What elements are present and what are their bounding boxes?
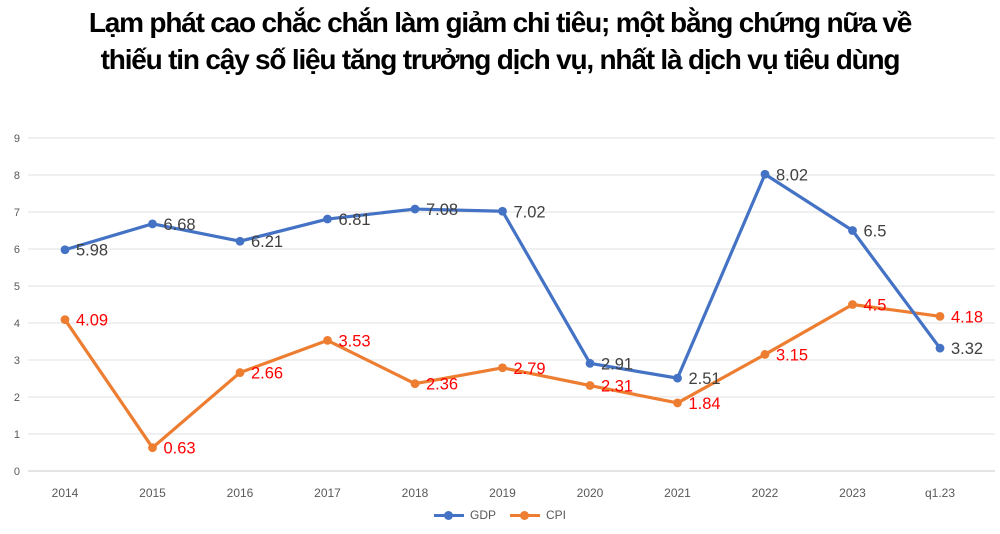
gdp-data-label-2014: 5.98 <box>76 242 108 260</box>
cpi-line <box>63 302 942 450</box>
gdp-data-label-2016: 6.21 <box>251 233 283 251</box>
cpi-marker-2014 <box>60 315 70 325</box>
gdp-data-label-2021: 2.51 <box>689 370 721 388</box>
y-tick-label: 6 <box>14 244 20 256</box>
chart-legend: GDP CPI <box>0 508 1000 522</box>
cpi-marker-2023 <box>848 300 857 309</box>
gdp-data-label-2023: 6.5 <box>864 223 887 241</box>
x-tick-label: 2014 <box>52 486 79 500</box>
cpi-marker-2022 <box>760 350 770 359</box>
cpi-marker-q1.23 <box>935 311 945 321</box>
x-tick-label: 2016 <box>227 486 254 500</box>
cpi-data-label-2015: 0.63 <box>164 440 196 458</box>
gdp-data-label-2019: 7.02 <box>514 203 546 221</box>
x-tick-label: 2019 <box>489 486 516 500</box>
cpi-data-label-2020: 2.31 <box>601 378 633 396</box>
x-tick-label: 2022 <box>752 486 779 500</box>
gdp-marker-2016 <box>235 236 245 246</box>
legend-item-cpi: CPI <box>510 508 566 522</box>
cpi-marker-2021 <box>673 398 682 408</box>
cpi-data-label-2019: 2.79 <box>514 360 546 378</box>
y-tick-label: 4 <box>14 318 20 330</box>
gdp-marker-2023 <box>848 226 857 235</box>
y-tick-label: 0 <box>14 466 20 478</box>
cpi-marker-2015 <box>148 443 157 453</box>
gdp-data-label-2015: 6.68 <box>164 216 196 234</box>
gdp-marker-2019 <box>498 206 507 216</box>
y-tick-label: 5 <box>14 281 20 293</box>
y-tick-label: 3 <box>14 355 20 367</box>
gdp-data-label-q1.23: 3.32 <box>951 340 983 358</box>
cpi-marker-2016 <box>235 368 245 377</box>
y-tick-label: 9 <box>14 133 20 145</box>
x-tick-label: 2021 <box>664 486 691 500</box>
gdp-marker-2014 <box>60 245 70 255</box>
y-tick-label: 8 <box>14 170 20 182</box>
cpi-marker-2019 <box>498 363 507 373</box>
gdp-data-label-2018: 7.08 <box>426 201 458 219</box>
cpi-data-label-2016: 2.66 <box>251 365 283 383</box>
gdp-legend-label: GDP <box>469 508 496 522</box>
cpi-marker-2018 <box>410 379 420 389</box>
cpi-data-label-q1.23: 4.18 <box>951 308 983 326</box>
gdp-marker-2015 <box>148 219 157 229</box>
x-tick-label: 2018 <box>402 486 429 500</box>
gdp-marker-2018 <box>410 204 420 214</box>
gdp-data-label-2022: 8.02 <box>776 166 808 184</box>
x-tick-label: 2017 <box>314 486 341 500</box>
cpi-marker-2017 <box>323 335 332 345</box>
cpi-legend-marker-icon <box>510 510 540 520</box>
cpi-data-label-2023: 4.5 <box>864 297 887 315</box>
cpi-data-label-2021: 1.84 <box>689 395 721 413</box>
y-tick-label: 7 <box>14 207 20 219</box>
gdp-data-label-2017: 6.81 <box>339 211 371 229</box>
x-tick-label: 2023 <box>839 486 866 500</box>
x-tick-label: 2020 <box>577 486 604 500</box>
cpi-data-label-2018: 2.36 <box>426 376 458 394</box>
cpi-marker-2020 <box>585 381 595 390</box>
x-tick-label: 2015 <box>139 486 166 500</box>
gdp-marker-2020 <box>585 358 595 368</box>
chart-title-line2: thiếu tin cậy số liệu tăng trưởng dịch v… <box>100 44 901 75</box>
chart-title: Lạm phát cao chắc chắn làm giảm chi tiêu… <box>0 4 1000 78</box>
gdp-legend-marker-icon <box>433 510 464 520</box>
y-tick-label: 1 <box>14 429 20 441</box>
gdp-marker-q1.23 <box>935 343 945 353</box>
gdp-marker-2017 <box>323 214 332 224</box>
cpi-data-label-2017: 3.53 <box>339 332 371 350</box>
legend-item-gdp: GDP <box>433 508 496 522</box>
x-tick-label: q1.23 <box>925 486 955 500</box>
gdp-data-label-2020: 2.91 <box>601 355 633 373</box>
gdp-line <box>63 172 942 380</box>
cpi-data-label-2014: 4.09 <box>76 312 108 330</box>
cpi-data-label-2022: 3.15 <box>776 346 808 364</box>
gdp-marker-2022 <box>760 169 770 179</box>
gdp-marker-2021 <box>673 373 682 383</box>
chart-title-line1: Lạm phát cao chắc chắn làm giảm chi tiêu… <box>88 7 912 38</box>
cpi-legend-label: CPI <box>546 508 567 522</box>
y-tick-label: 2 <box>14 392 20 404</box>
